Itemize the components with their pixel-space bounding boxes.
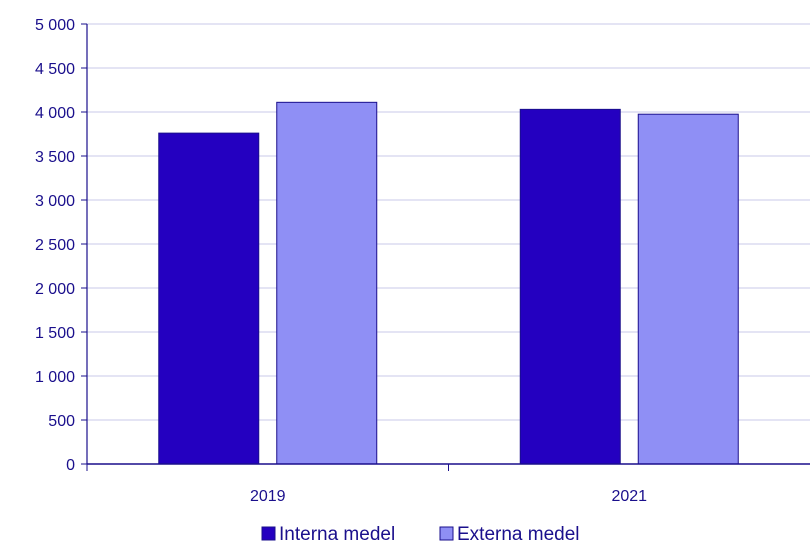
- y-tick-label: 3 000: [35, 193, 75, 210]
- y-tick-label: 4 000: [35, 105, 75, 122]
- legend-label: Interna medel: [279, 524, 395, 545]
- bar-externa-medel-2019: [276, 101, 378, 465]
- y-tick-label: 5 000: [35, 17, 75, 34]
- y-tick-label: 0: [66, 457, 75, 474]
- y-tick-label: 2 000: [35, 281, 75, 298]
- y-tick-label: 4 500: [35, 61, 75, 78]
- y-tick-label: 3 500: [35, 149, 75, 166]
- bar-interna-medel-2021: [519, 108, 621, 465]
- bars: [158, 101, 739, 465]
- legend-swatch-externa-medel: [439, 526, 454, 541]
- bar-interna-medel-2019: [158, 132, 260, 465]
- x-axis-tick-labels: 2019 2021: [250, 488, 647, 505]
- bar-externa-medel-2021: [637, 113, 739, 465]
- y-axis-tick-labels: 0 500 1 000 1 500 2 000 2 500 3 000 3 500 4 000 4…: [35, 17, 75, 474]
- y-tick-label: 1 000: [35, 369, 75, 386]
- x-tick-label: 2021: [611, 488, 647, 505]
- y-tick-label: 2 500: [35, 237, 75, 254]
- y-tick-label: 500: [48, 413, 75, 430]
- x-tick-label: 2019: [250, 488, 286, 505]
- legend-label: Externa medel: [457, 524, 580, 545]
- legend: Interna medel Externa medel: [261, 524, 580, 545]
- legend-swatch-interna-medel: [261, 526, 276, 541]
- y-tick-label: 1 500: [35, 325, 75, 342]
- axes: [81, 23, 810, 471]
